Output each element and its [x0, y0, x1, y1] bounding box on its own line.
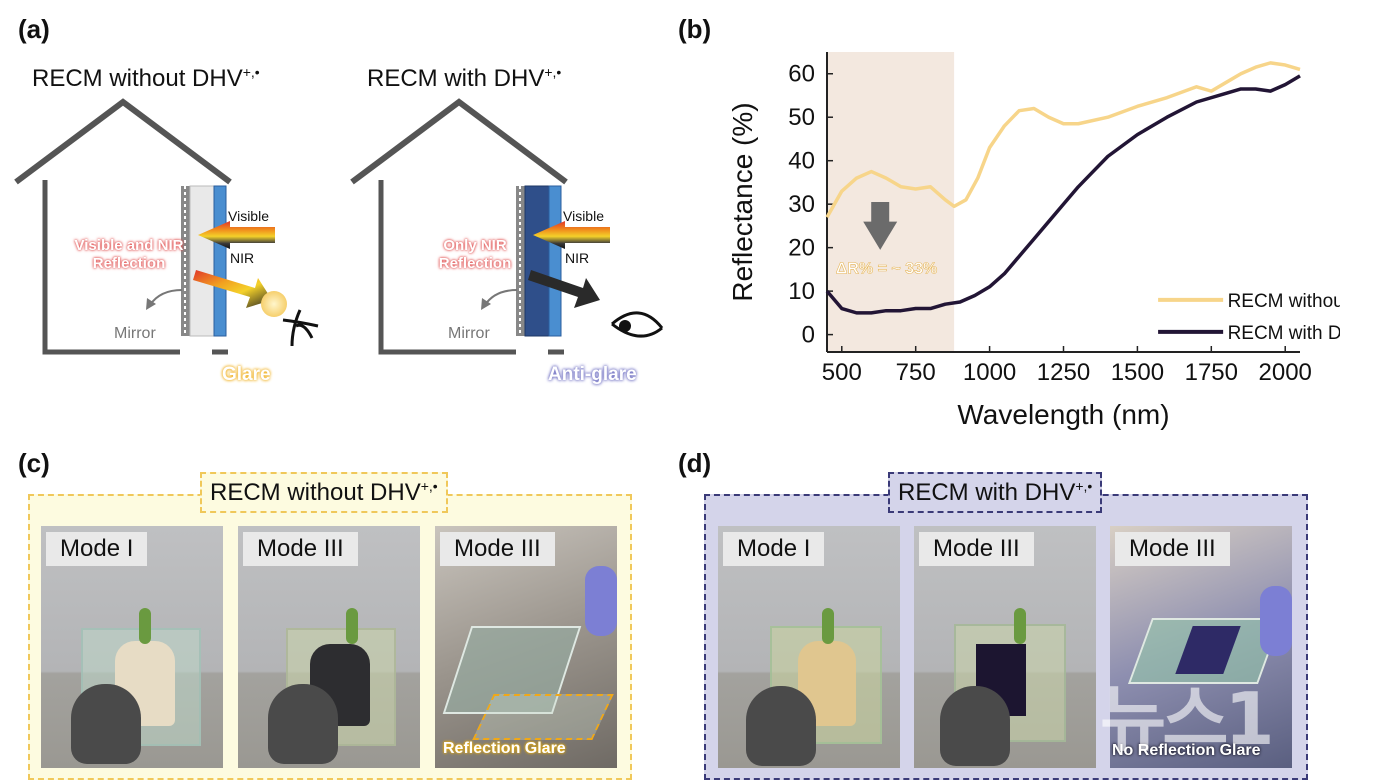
panel-c-label: (c): [18, 448, 50, 478]
bear-figure: [71, 684, 141, 764]
y-tick-label: 0: [802, 322, 815, 349]
mode-label: Mode III: [243, 532, 358, 566]
incoming-light-arrow-right: [533, 221, 610, 249]
photo-c1: Mode I: [41, 526, 223, 768]
y-tick-label: 40: [788, 148, 815, 175]
reflected-nir-arrow-right: [528, 270, 600, 308]
gloved-hand: [1260, 586, 1292, 656]
delta-r-annotation: ΔR% = ~ 33%: [836, 261, 937, 278]
y-tick-label: 50: [788, 104, 815, 131]
photo-d2: Mode III: [914, 526, 1096, 768]
down-arrow-icon: [863, 202, 898, 250]
plant-sprout: [822, 608, 834, 644]
reflection-label-right: Only NIR Reflection: [438, 237, 512, 272]
panel-d-label: (d): [678, 448, 712, 478]
reflection-glare-caption: Reflection Glare: [443, 740, 566, 757]
bear-figure: [746, 686, 816, 766]
photo-d1: Mode I: [718, 526, 900, 768]
incoming-light-arrow-left: [198, 221, 275, 249]
no-reflection-glare-caption: No Reflection Glare: [1112, 742, 1261, 759]
house-right: [350, 98, 664, 355]
bear-figure: [940, 686, 1010, 766]
x-axis-label: Wavelength (nm): [957, 399, 1169, 430]
y-tick-label: 30: [788, 191, 815, 218]
nir-label-right: NIR: [565, 250, 590, 266]
mode-label: Mode I: [723, 532, 825, 566]
x-tick-label: 750: [896, 359, 936, 386]
series-line-2: [825, 74, 1301, 315]
shaded-region: [827, 52, 955, 352]
reflection-label-left: Visible and NIR Reflection: [74, 237, 184, 272]
plant-sprout: [1014, 608, 1026, 644]
anti-glare-label: Anti-glare: [548, 364, 637, 385]
open-eye-icon: [611, 311, 664, 338]
panel-d-title: RECM with DHV+,•: [888, 472, 1103, 513]
y-tick-label: 60: [788, 61, 815, 88]
x-tick-label: 1000: [963, 359, 1016, 386]
mode-label: Mode I: [46, 532, 148, 566]
photo-c3: Mode III Reflection Glare: [435, 526, 617, 768]
visible-label-left: Visible: [228, 208, 269, 224]
squinting-eye-icon: [282, 309, 319, 347]
glare-outline: [472, 694, 614, 740]
visible-label-right: Visible: [563, 208, 604, 224]
photo-c2: Mode III: [238, 526, 420, 768]
mirror-label-right: Mirror: [448, 325, 490, 342]
house-left: [14, 98, 319, 355]
mode-label: Mode III: [919, 532, 1034, 566]
bear-figure: [268, 684, 338, 764]
panel-a-diagrams: [14, 98, 664, 355]
reflectance-chart: 500 750 1000 1250 1500 1750 2000 0 10 20 30 40 50 60 W…: [727, 52, 1340, 430]
photo-d3: Mode III No Reflection Glare: [1110, 526, 1292, 768]
plant-sprout: [139, 608, 151, 644]
mode-label: Mode III: [440, 532, 555, 566]
x-tick-label: 500: [822, 359, 862, 386]
x-tick-label: 1250: [1037, 359, 1090, 386]
mode-label: Mode III: [1115, 532, 1230, 566]
nir-label-left: NIR: [230, 250, 255, 266]
gloved-hand: [585, 566, 617, 636]
x-tick-label: 1750: [1185, 359, 1238, 386]
plant-sprout: [346, 608, 358, 644]
legend-label-2: RECM with DHV+,•: [1228, 323, 1340, 344]
legend-label-1: RECM without DHV+,•: [1228, 291, 1340, 312]
series-line-1: [825, 61, 1301, 219]
watermark-logo: 뉴스1: [1100, 677, 1275, 761]
y-tick-label: 20: [788, 235, 815, 262]
glare-label: Glare: [222, 364, 271, 385]
x-tick-label: 1500: [1111, 359, 1164, 386]
y-tick-label: 10: [788, 278, 815, 305]
house-left-title: RECM without DHV+,•: [32, 64, 260, 92]
glare-burst-icon: [261, 291, 287, 317]
mirror-label-left: Mirror: [114, 325, 156, 342]
panel-a-label: (a): [18, 14, 50, 44]
y-axis-label: Reflectance (%): [727, 102, 758, 301]
x-tick-label: 2000: [1259, 359, 1312, 386]
reflected-light-arrow-left: [193, 270, 272, 308]
panel-b-label: (b): [678, 14, 712, 44]
house-right-title: RECM with DHV+,•: [367, 64, 562, 92]
panel-c-title: RECM without DHV+,•: [200, 472, 448, 513]
